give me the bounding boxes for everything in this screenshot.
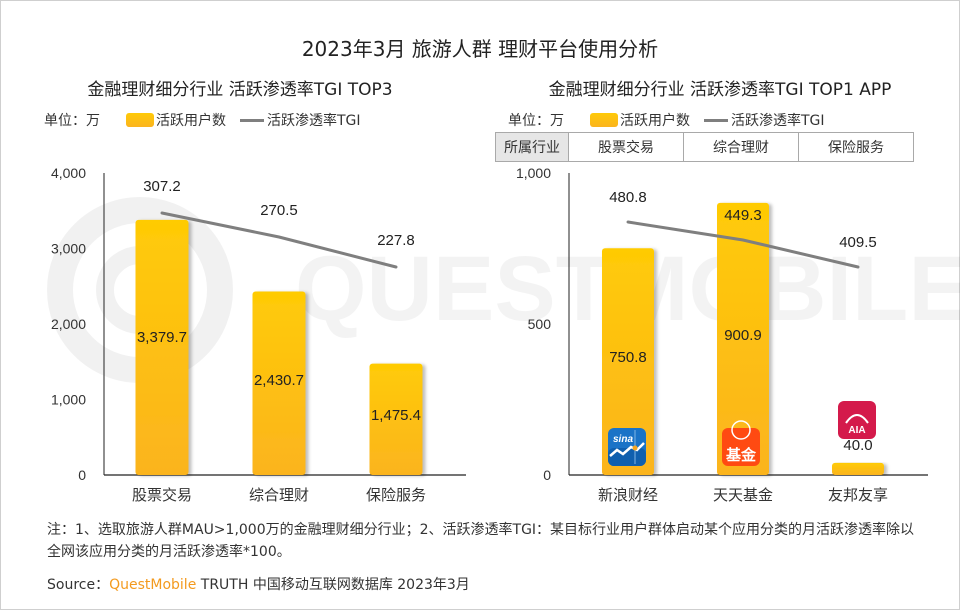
- line-legend-swatch: [240, 118, 264, 122]
- x-category-label: 股票交易: [132, 486, 192, 504]
- left-chart-title: 金融理财细分行业 活跃渗透率TGI TOP3: [87, 80, 393, 100]
- bar-legend-swatch: [590, 113, 618, 127]
- x-category-label: 新浪财经: [598, 486, 658, 504]
- icon-label: AIA: [848, 425, 865, 436]
- bar-legend-label: 活跃用户数: [156, 113, 226, 129]
- icon-label: 基金: [725, 446, 757, 464]
- bar: [369, 363, 423, 475]
- source-line: Source：QuestMobile TRUTH 中国移动互联网数据库 2023…: [47, 574, 470, 594]
- line-legend-swatch: [704, 118, 728, 122]
- y-tick-label: 0: [78, 467, 86, 483]
- bar: [135, 219, 189, 475]
- bar-value-label: 1,475.4: [371, 407, 421, 424]
- bar-value-label: 2,430.7: [254, 372, 304, 389]
- right-legend: 单位：万 活跃用户数 活跃渗透率TGI: [508, 110, 825, 130]
- footnote: 注：1、选取旅游人群MAU>1,000万的金融理财细分行业；2、活跃渗透率TGI…: [47, 522, 915, 560]
- page-title: 2023年3月 旅游人群 理财平台使用分析: [301, 37, 659, 61]
- bar-value-label: 750.8: [609, 349, 647, 366]
- y-tick-label: 1,000: [51, 392, 86, 408]
- tgi-line: [160, 211, 398, 269]
- y-tick-label: 0: [543, 467, 551, 483]
- bar-legend-label: 活跃用户数: [620, 113, 690, 129]
- bar-value-label: 900.9: [724, 327, 762, 344]
- bar: [717, 202, 769, 475]
- tgi-value-label: 480.8: [609, 189, 647, 206]
- tgi-value-label: 227.8: [377, 232, 415, 249]
- left-legend: 单位：万 活跃用户数 活跃渗透率TGI: [44, 110, 361, 130]
- unit-label: 单位：万: [44, 113, 100, 129]
- x-category-label: 友邦友享: [828, 486, 888, 504]
- bar: [252, 291, 306, 475]
- aia-icon: AIA: [838, 401, 876, 439]
- unit-label: 单位：万: [508, 113, 564, 129]
- sina-finance-icon: sina: [608, 428, 646, 466]
- app-icons: sina 基金 AIA: [608, 401, 876, 466]
- line-legend-label: 活跃渗透率TGI: [267, 113, 361, 129]
- x-category-label: 天天基金: [713, 486, 773, 504]
- industry-cell: 保险服务: [798, 132, 914, 162]
- industry-table-header: 所属行业: [495, 132, 569, 162]
- bar: [832, 462, 884, 475]
- bar: [602, 248, 654, 475]
- y-tick-label: 1,000: [516, 165, 551, 181]
- tiantian-fund-icon: 基金: [722, 420, 760, 466]
- industry-cell: 股票交易: [568, 132, 684, 162]
- right-chart-title: 金融理财细分行业 活跃渗透率TGI TOP1 APP: [548, 80, 892, 100]
- line-legend-label: 活跃渗透率TGI: [731, 113, 825, 129]
- bar-value-label: 3,379.7: [137, 329, 187, 346]
- tgi-value-label: 409.5: [839, 234, 877, 251]
- left-chart: 0 1,000 2,000 3,000 4,000 3,379.7 2,430.7 1,475…: [51, 165, 466, 504]
- x-category-label: 综合理财: [249, 486, 309, 504]
- y-tick-label: 3,000: [51, 241, 86, 257]
- tgi-value-label: 307.2: [143, 178, 181, 195]
- x-category-label: 保险服务: [366, 486, 426, 504]
- source-prefix: Source：: [47, 577, 110, 593]
- industry-cell: 综合理财: [683, 132, 799, 162]
- tgi-value-label: 270.5: [260, 202, 298, 219]
- y-tick-label: 2,000: [51, 316, 86, 332]
- y-tick-label: 4,000: [51, 165, 86, 181]
- bar-legend-swatch: [126, 113, 154, 127]
- source-brand: QuestMobile: [109, 577, 197, 593]
- bar-value-label: 40.0: [843, 437, 872, 454]
- y-tick-label: 500: [528, 316, 552, 332]
- tgi-value-label: 449.3: [724, 207, 762, 224]
- source-rest: TRUTH 中国移动互联网数据库 2023年3月: [196, 577, 470, 593]
- industry-table: 所属行业 股票交易 综合理财 保险服务: [495, 132, 914, 162]
- icon-label: sina: [613, 434, 633, 445]
- right-chart: 0 500 1,000 750.8 900.9 40.0 480.8 449.3 409.5 新浪…: [516, 165, 928, 504]
